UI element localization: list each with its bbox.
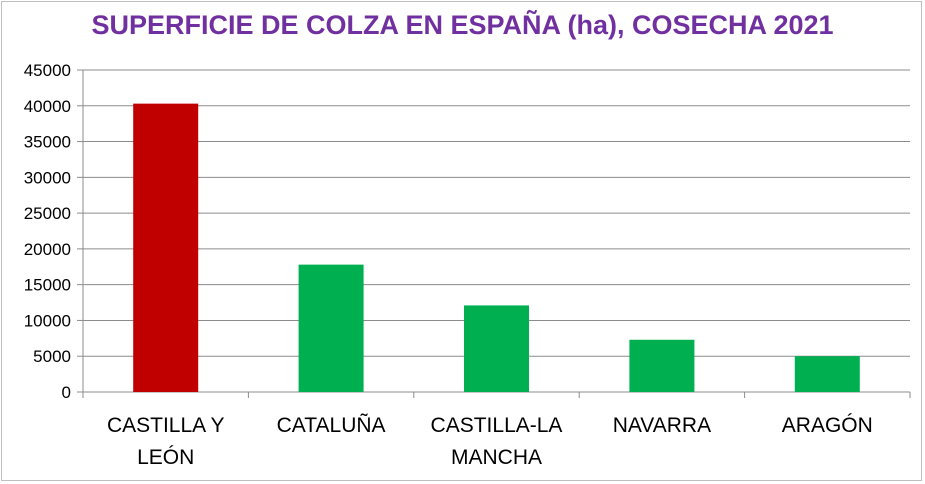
bar <box>464 305 529 392</box>
y-axis-ticks: 0 5000 10000 15000 20000 25000 30000 35000 40000… <box>24 61 83 402</box>
y-tick-label: 35000 <box>24 133 71 152</box>
chart-title: SUPERFICIE DE COLZA EN ESPAÑA (ha), COSE… <box>91 10 834 40</box>
y-tick-label: 40000 <box>24 97 71 116</box>
x-category-label: CATALUÑA <box>277 413 386 437</box>
x-axis-labels: CASTILLA Y LEÓN CATALUÑA CASTILLA-LA MANCHA N… <box>82 392 911 469</box>
y-tick-label: 10000 <box>24 311 71 330</box>
y-tick-label: 30000 <box>24 168 71 187</box>
x-category-label: CASTILLA-LA <box>431 414 563 437</box>
y-tick-label: 5000 <box>33 347 71 366</box>
y-tick-label: 25000 <box>24 204 71 223</box>
bar <box>133 103 199 393</box>
bars <box>133 103 860 393</box>
bar <box>629 339 695 392</box>
x-category-label: NAVARRA <box>613 414 711 437</box>
y-tick-label: 15000 <box>24 276 71 295</box>
x-category-label: CASTILLA Y <box>107 414 225 437</box>
y-tick-label: 20000 <box>24 240 71 259</box>
x-category-label: LEÓN <box>137 446 194 469</box>
x-category-label: MANCHA <box>451 446 542 469</box>
x-category-label: ARAGÓN <box>782 414 873 437</box>
y-tick-label: 0 <box>62 383 71 402</box>
bar <box>298 264 364 392</box>
bar <box>794 356 860 392</box>
y-tick-label: 45000 <box>24 61 71 80</box>
